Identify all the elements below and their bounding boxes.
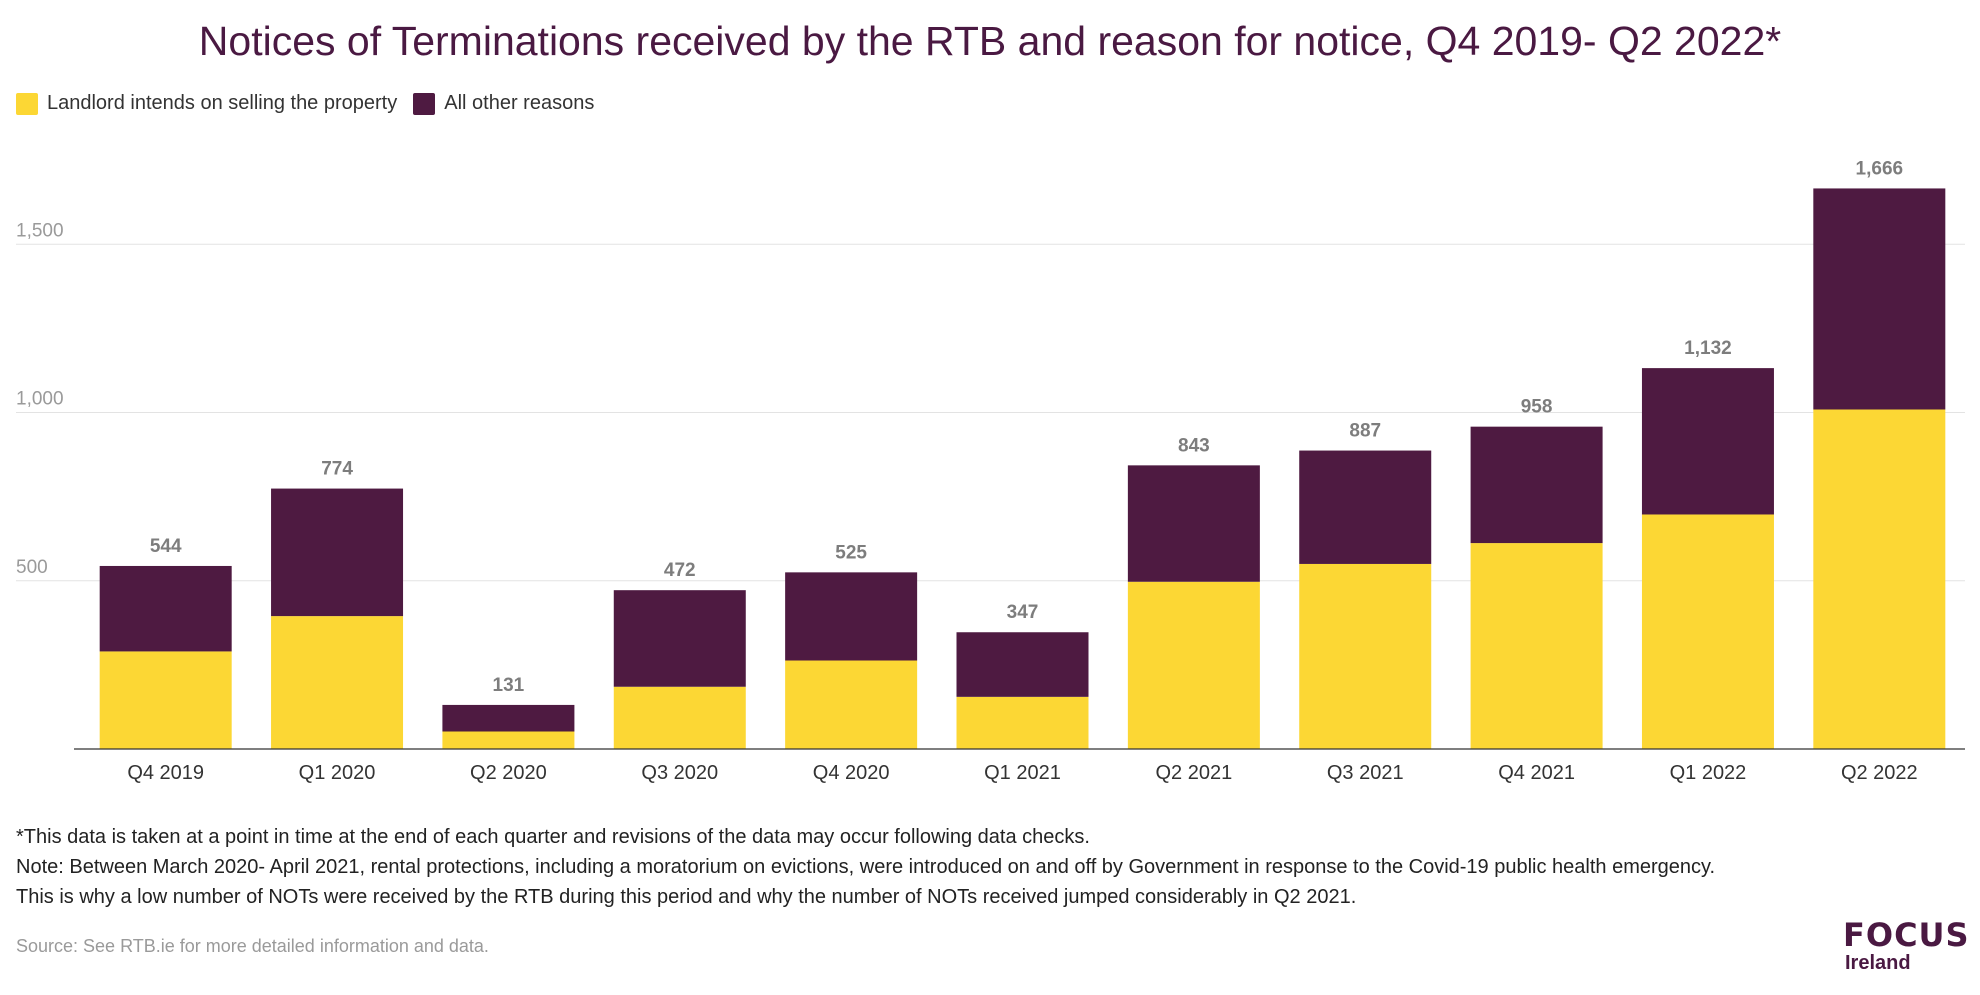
bar-selling-q3-2021 <box>1299 563 1432 749</box>
x-tick-label-q4-2020: Q4 2020 <box>813 762 890 784</box>
bar-other-q3-2021 <box>1299 450 1432 564</box>
x-tick-label-q1-2021: Q1 2021 <box>984 762 1061 784</box>
x-tick-label-q2-2020: Q2 2020 <box>470 762 547 784</box>
x-tick-label-q4-2019: Q4 2019 <box>127 762 204 784</box>
bar-selling-q2-2021 <box>1127 581 1260 749</box>
x-tick-label-q2-2022: Q2 2022 <box>1841 762 1918 784</box>
legend-item-other: All other reasons <box>413 92 594 115</box>
total-label-q4-2019: 544 <box>150 536 182 557</box>
x-tick-label-q2-2021: Q2 2021 <box>1155 762 1232 784</box>
x-tick-label-q4-2021: Q4 2021 <box>1498 762 1575 784</box>
legend-label-other: All other reasons <box>444 92 595 114</box>
bar-other-q1-2020 <box>271 488 404 617</box>
legend-swatch-other <box>413 92 436 115</box>
focus-ireland-logo: FOCUS Ireland <box>1843 918 1970 974</box>
bar-selling-q2-2020 <box>442 731 575 749</box>
chart-title: Notices of Terminations received by the … <box>198 18 1782 64</box>
source-text: Source: See RTB.ie for more detailed inf… <box>16 936 489 956</box>
y-tick-label-500: 500 <box>16 557 48 578</box>
total-label-q1-2021: 347 <box>1007 602 1039 623</box>
x-tick-label-q1-2022: Q1 2022 <box>1670 762 1747 784</box>
logo-sub-text: Ireland <box>1845 952 1911 974</box>
legend-label-selling: Landlord intends on selling the property <box>47 92 398 114</box>
total-label-q2-2022: 1,666 <box>1856 158 1904 179</box>
total-label-q2-2021: 843 <box>1178 435 1210 456</box>
bar-selling-q4-2020 <box>785 660 918 749</box>
total-label-q3-2021: 887 <box>1349 421 1381 442</box>
bar-other-q4-2020 <box>785 572 918 661</box>
total-label-q1-2020: 774 <box>321 459 353 480</box>
bar-other-q4-2019 <box>99 565 232 652</box>
bar-selling-q1-2022 <box>1641 514 1774 749</box>
x-tick-label-q1-2020: Q1 2020 <box>299 762 376 784</box>
bar-selling-q4-2019 <box>99 651 232 749</box>
bar-selling-q1-2020 <box>271 616 404 749</box>
x-tick-label-q3-2021: Q3 2021 <box>1327 762 1404 784</box>
legend: Landlord intends on selling the property… <box>16 92 610 115</box>
total-label-q4-2020: 525 <box>835 542 867 563</box>
bar-other-q4-2021 <box>1470 426 1603 544</box>
legend-swatch-selling <box>16 92 38 115</box>
total-label-q1-2022: 1,132 <box>1684 338 1732 359</box>
note-line-2: Note: Between March 2020- April 2021, re… <box>16 856 1716 878</box>
note-line-3: This is why a low number of NOTs were re… <box>16 886 1357 908</box>
total-label-q4-2021: 958 <box>1521 397 1553 418</box>
note-line-1: *This data is taken at a point in time a… <box>16 826 1090 848</box>
bar-selling-q3-2020 <box>613 686 746 749</box>
total-label-q3-2020: 472 <box>664 560 696 581</box>
bar-other-q2-2021 <box>1127 465 1260 582</box>
bar-other-q1-2021 <box>956 632 1089 697</box>
bar-other-q2-2022 <box>1813 188 1946 410</box>
x-tick-label-q3-2020: Q3 2020 <box>641 762 718 784</box>
bar-selling-q1-2021 <box>956 696 1089 749</box>
y-tick-label-1000: 1,000 <box>16 389 64 410</box>
legend-item-selling: Landlord intends on selling the property <box>16 92 397 115</box>
total-label-q2-2020: 131 <box>493 675 525 696</box>
bar-selling-q4-2021 <box>1470 543 1603 749</box>
bar-other-q3-2020 <box>613 590 746 687</box>
logo-main-text: FOCUS <box>1843 916 1970 954</box>
bar-other-q1-2022 <box>1641 368 1774 515</box>
bar-other-q2-2020 <box>442 704 575 732</box>
notes: *This data is taken at a point in time a… <box>16 822 1966 912</box>
bar-selling-q2-2022 <box>1813 409 1946 749</box>
y-tick-label-1500: 1,500 <box>16 220 64 241</box>
